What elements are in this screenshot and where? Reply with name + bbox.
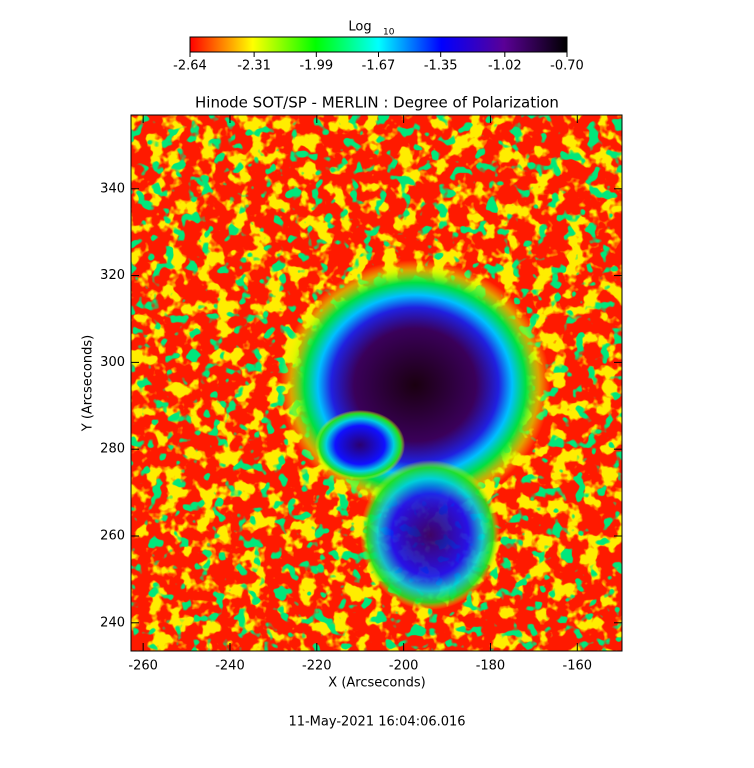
y-tick-label: 320 (100, 268, 125, 283)
date: 11-May-2021 16:04:06.016 (288, 715, 465, 730)
colorbar-tick-label: -0.70 (550, 59, 584, 74)
colorbar-label: Log (348, 20, 371, 35)
plot-frame (130, 114, 623, 652)
y-tick-label: 260 (100, 528, 125, 543)
y-tick-label: 280 (100, 442, 125, 457)
colorbar-tick-label: -2.64 (173, 59, 207, 74)
colorbar-tick-label: -1.02 (488, 59, 522, 74)
x-tick-label: -260 (128, 659, 158, 674)
y-tick-label: 300 (100, 355, 125, 370)
x-tick-label: -160 (563, 659, 593, 674)
colorbar-tick-label: -2.31 (237, 59, 271, 74)
x-tick-label: -180 (476, 659, 506, 674)
y-axis-label: Y (Arcseconds) (81, 335, 96, 432)
colorbar-tick-label: -1.67 (362, 59, 396, 74)
colorbar-tick-label: -1.99 (299, 59, 333, 74)
image (131, 115, 622, 651)
chart-title: Hinode SOT/SP - MERLIN : Degree of Polar… (195, 94, 559, 112)
x-tick-label: -200 (389, 659, 419, 674)
x-axis-label: X (Arcseconds) (328, 676, 425, 691)
y-tick-label: 240 (100, 615, 125, 630)
x-tick-label: -220 (302, 659, 332, 674)
x-tick-label: -240 (215, 659, 245, 674)
colorbar-label-sub: 10 (383, 28, 395, 38)
y-tick-label: 340 (100, 181, 125, 196)
colorbar (189, 36, 568, 53)
colorbar-tick-label: -1.35 (424, 59, 458, 74)
